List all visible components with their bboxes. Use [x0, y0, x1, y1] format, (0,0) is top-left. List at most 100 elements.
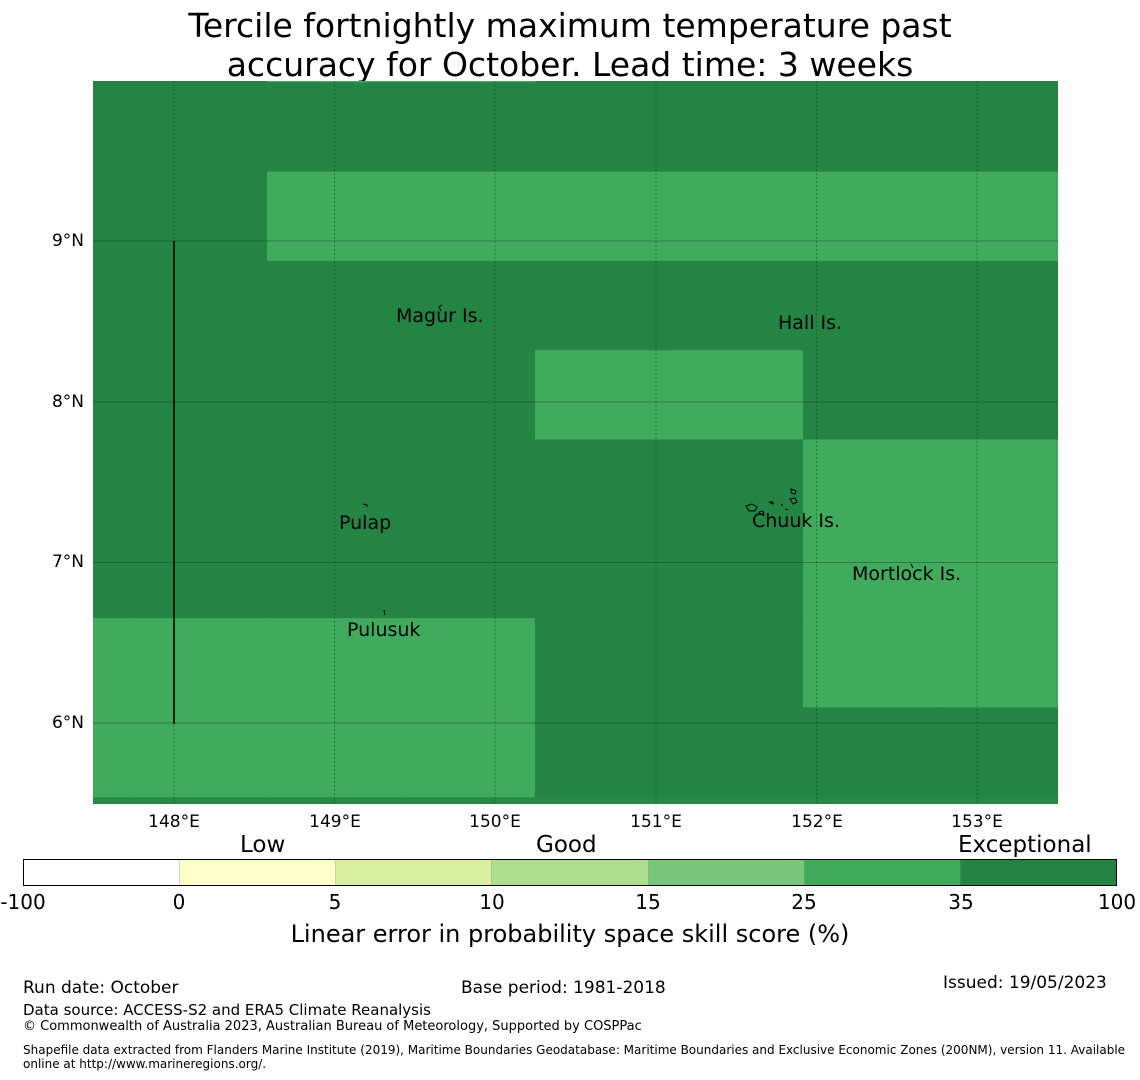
skill-cell: [535, 439, 670, 530]
pulap-island-shape: [362, 503, 368, 507]
skill-cell: [93, 618, 134, 708]
skill-cell: [669, 707, 804, 798]
skill-cell: [669, 260, 804, 351]
skill-cell: [401, 707, 536, 798]
lon-label-148e: 148°E: [148, 812, 200, 832]
skill-map: Magur Is. Hall Is. Pulap Chuuk Is. Mortl…: [93, 81, 1058, 804]
chuuk-islands-shape: [745, 488, 798, 515]
skill-cell: [803, 707, 938, 798]
shapefile-credit-line-2: online at http://www.marineregions.org/.: [23, 1057, 267, 1071]
colorbar-tick-label: 100: [1097, 890, 1137, 914]
skill-cell: [401, 350, 536, 441]
skill-cell: [401, 82, 536, 173]
skill-cell: [803, 528, 938, 619]
skill-cell: [133, 707, 268, 798]
lon-label-152e: 152°E: [791, 812, 843, 832]
data-source: Data source: ACCESS-S2 and ERA5 Climate …: [23, 1001, 431, 1019]
issued-date: Issued: 19/05/2023: [943, 973, 1107, 993]
skill-cell: [669, 350, 804, 441]
lat-label-9n: 9°N: [51, 231, 84, 251]
skill-cell: [93, 528, 134, 619]
skill-cell: [669, 82, 804, 173]
skill-cell: [133, 82, 268, 173]
lat-label-7n: 7°N: [51, 552, 84, 572]
skill-cell: [133, 439, 268, 530]
skill-cell: [937, 618, 1058, 708]
skill-map-raster: [93, 81, 1058, 804]
skill-cell: [93, 81, 134, 83]
colorbar-category-low: Low: [240, 832, 286, 858]
skill-cell: [803, 350, 938, 441]
colorbar-tick-label: 25: [791, 890, 817, 914]
lon-label-150e: 150°E: [469, 812, 521, 832]
skill-cell: [401, 439, 536, 530]
chart-title: Tercile fortnightly maximum temperature …: [0, 6, 1140, 84]
island-outlines: [362, 304, 914, 616]
skill-cell: [669, 171, 804, 262]
colorbar-tick-label: 35: [948, 890, 974, 914]
mortlock-island-shape: [910, 563, 914, 569]
skill-cell: [401, 528, 536, 619]
skill-cell: [937, 439, 1058, 530]
colorbar-title: Linear error in probability space skill …: [290, 920, 850, 948]
skill-cell: [803, 618, 938, 708]
base-period: Base period: 1981-2018: [461, 978, 666, 998]
skill-cell: [133, 260, 268, 351]
skill-cell: [937, 528, 1058, 619]
place-label-magur: Magur Is.: [396, 305, 484, 327]
skill-cell: [133, 350, 268, 441]
skill-cell: [133, 618, 268, 708]
skill-cell: [803, 171, 938, 262]
colorbar-tick-label: 0: [172, 890, 186, 914]
colorbar: [23, 859, 1117, 886]
lon-label-149e: 149°E: [309, 812, 361, 832]
skill-cell: [133, 528, 268, 619]
skill-cell: [669, 439, 804, 530]
skill-cell: [535, 260, 670, 351]
skill-cell: [937, 171, 1058, 262]
colorbar-segment: [960, 860, 1116, 885]
run-date: Run date: October: [23, 978, 179, 998]
skill-cell: [93, 439, 134, 530]
place-label-pulusuk: Pulusuk: [347, 619, 421, 641]
skill-cell: [535, 707, 670, 798]
colorbar-tick-label: 10: [479, 890, 505, 914]
skill-cell: [401, 618, 536, 708]
skill-cell: [93, 350, 134, 441]
skill-cell: [535, 528, 670, 619]
place-label-chuuk: Chuuk Is.: [752, 510, 840, 532]
place-label-mortlock: Mortlock Is.: [852, 563, 962, 585]
skill-cell: [937, 350, 1058, 441]
colorbar-segment: [804, 860, 961, 885]
skill-cell: [535, 350, 670, 441]
colorbar-tick-label: -100: [0, 890, 46, 914]
skill-cell: [93, 707, 134, 798]
colorbar-tick-label: 15: [635, 890, 661, 914]
chart-title-line-2: accuracy for October. Lead time: 3 weeks: [226, 45, 914, 84]
skill-cell: [133, 171, 268, 262]
skill-cell: [93, 260, 134, 351]
place-label-pulap: Pulap: [339, 512, 392, 534]
skill-cell: [401, 260, 536, 351]
colorbar-tick-label: 5: [328, 890, 342, 914]
lat-label-6n: 6°N: [51, 713, 84, 733]
colorbar-category-exceptional: Exceptional: [958, 832, 1092, 858]
skill-cell: [937, 260, 1058, 351]
chart-title-line-1: Tercile fortnightly maximum temperature …: [188, 6, 952, 45]
skill-cell: [535, 81, 670, 83]
skill-cell: [803, 439, 938, 530]
skill-cell: [401, 171, 536, 262]
skill-cell: [133, 81, 268, 83]
magur-island-shape: [438, 304, 443, 312]
lat-label-8n: 8°N: [51, 392, 84, 412]
skill-cell: [803, 260, 938, 351]
skill-cell: [535, 82, 670, 173]
skill-cell: [93, 171, 134, 262]
skill-cell: [803, 81, 938, 83]
skill-cell: [401, 81, 536, 83]
lon-label-151e: 151°E: [630, 812, 682, 832]
skill-cell: [535, 171, 670, 262]
skill-cell: [937, 82, 1058, 173]
colorbar-segment: [492, 860, 649, 885]
place-label-hall: Hall Is.: [778, 312, 843, 334]
